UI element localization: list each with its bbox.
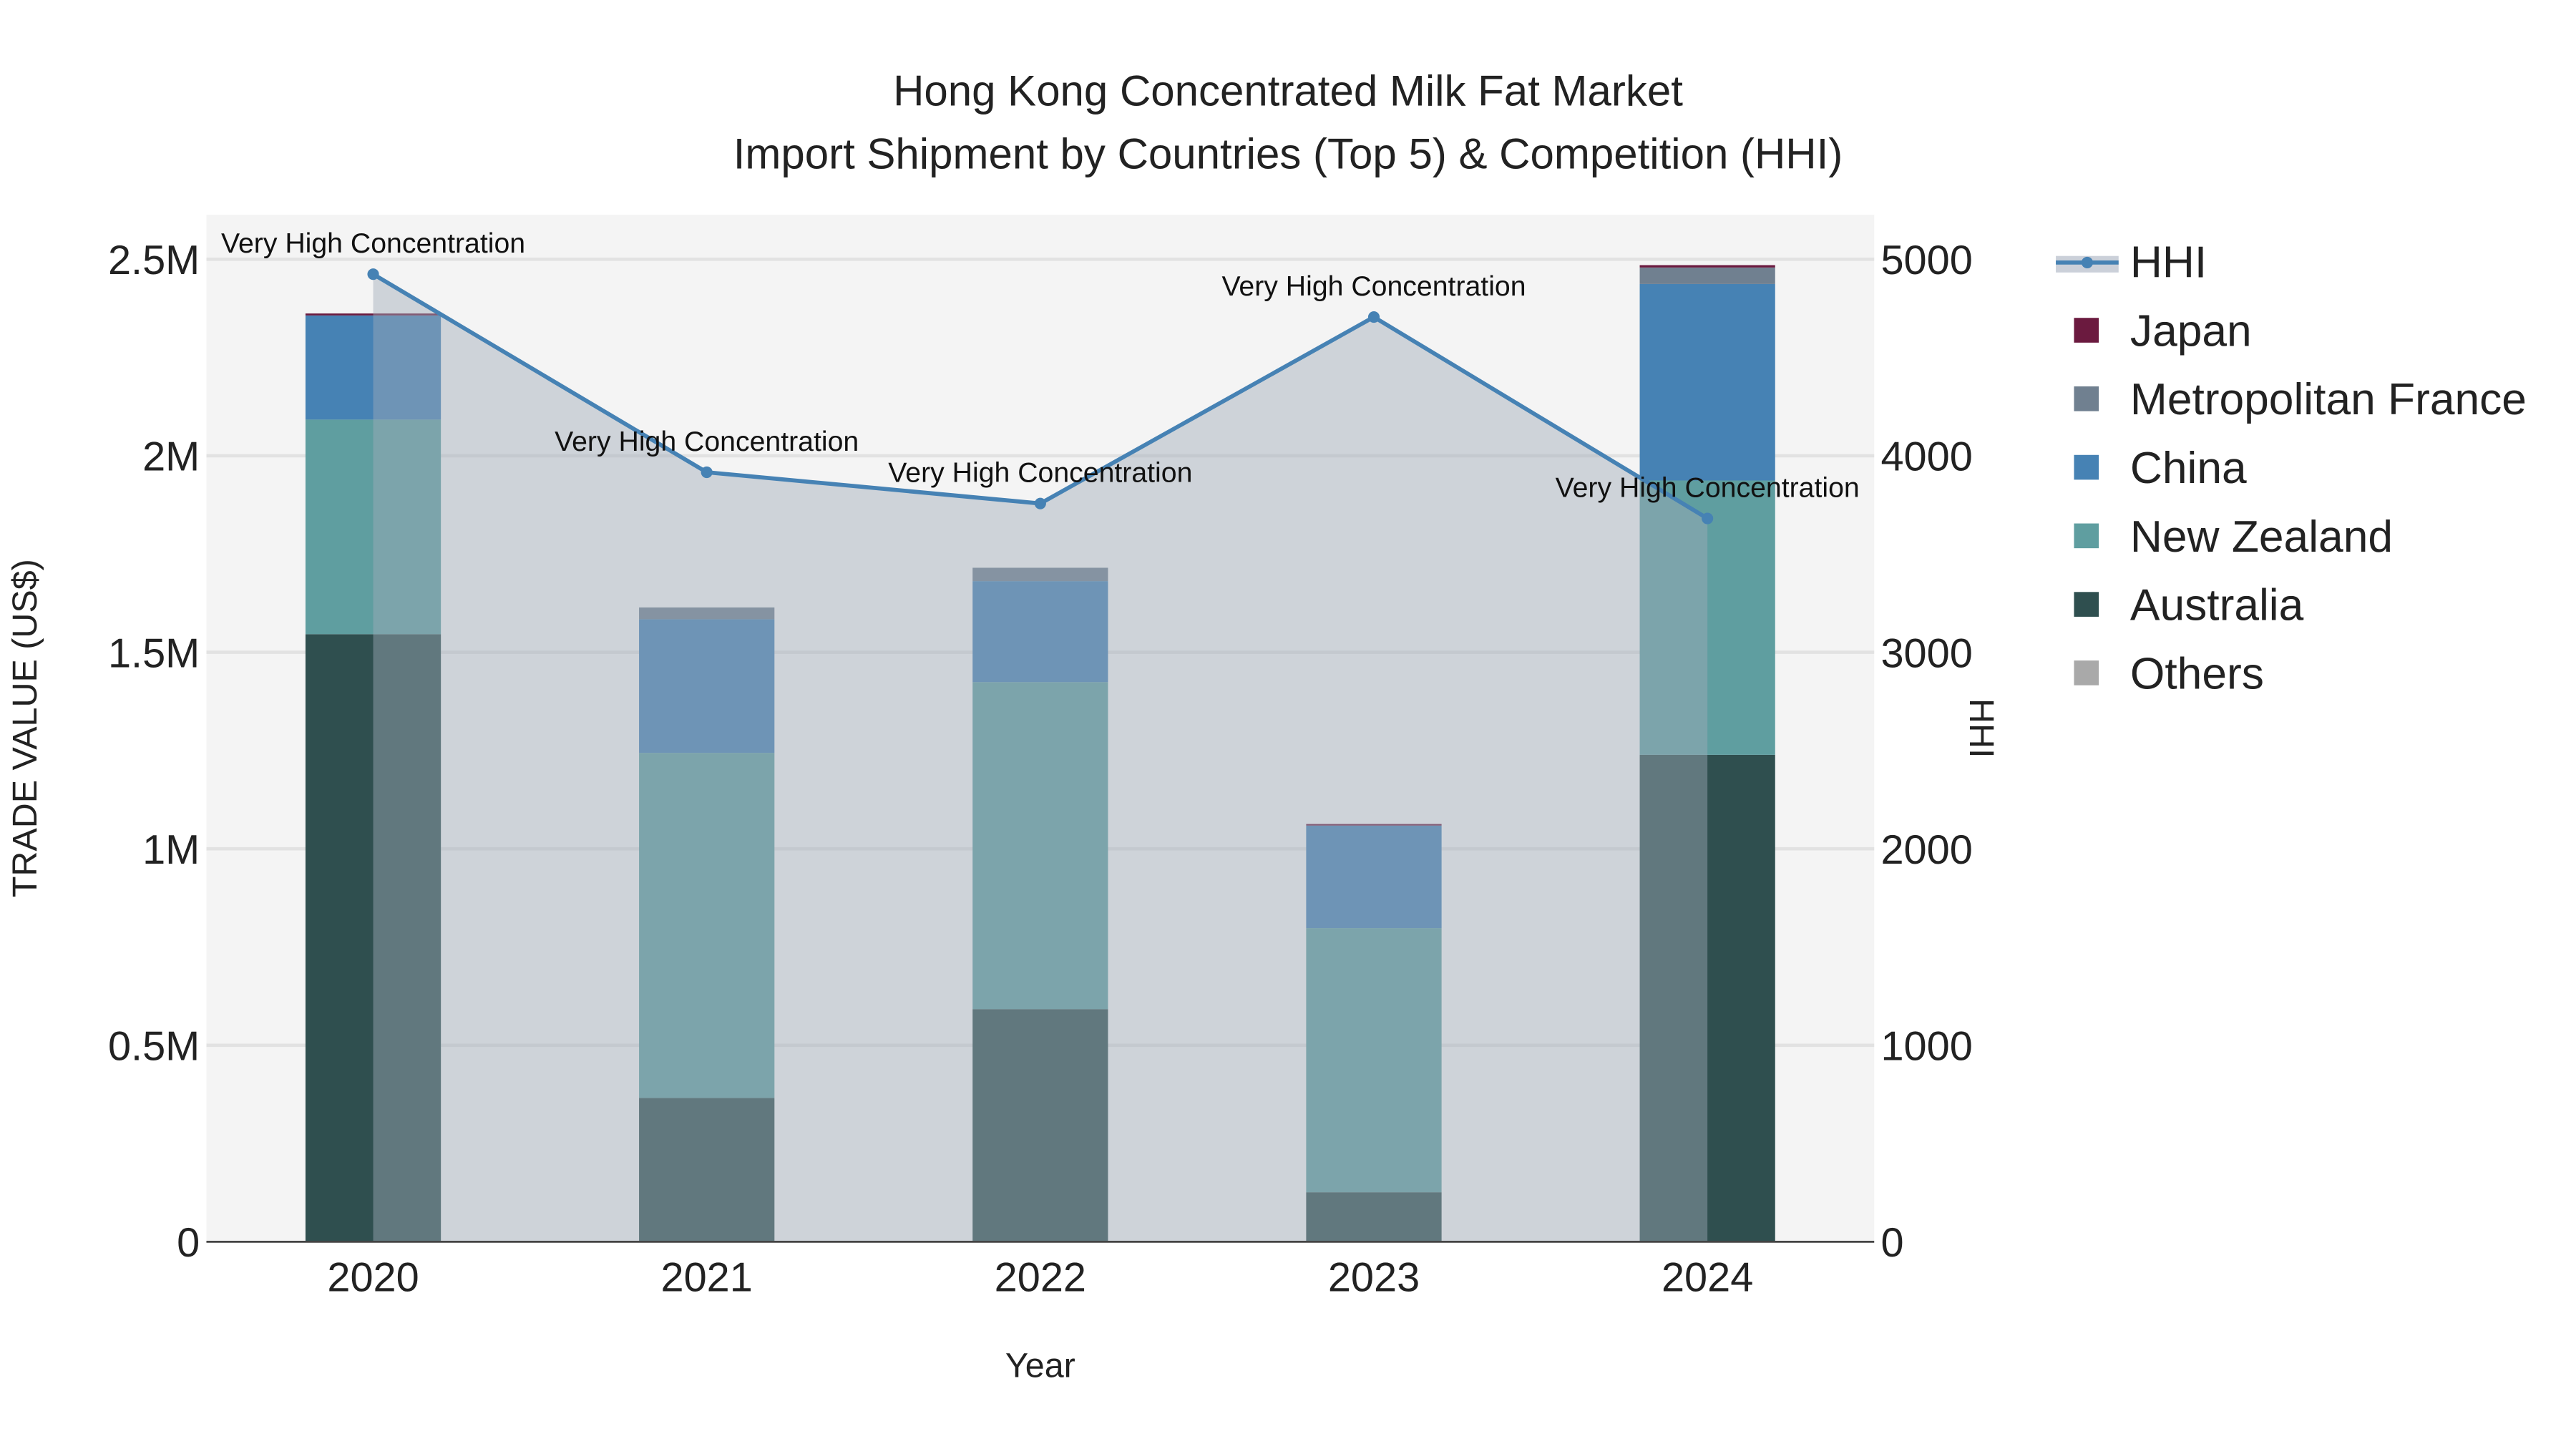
legend-swatch xyxy=(2074,386,2099,411)
chart-title: Hong Kong Concentrated Milk Fat Market xyxy=(893,67,1683,115)
legend-label: Others xyxy=(2130,649,2264,698)
bar-metropolitan-france-2021 xyxy=(639,607,775,620)
legend-item-japan[interactable]: Japan xyxy=(2074,306,2252,356)
x-tick-label: 2023 xyxy=(1328,1255,1420,1301)
bar-australia-2020 xyxy=(305,634,441,1242)
legend-item-australia[interactable]: Australia xyxy=(2074,581,2304,630)
bar-china-2024 xyxy=(1639,283,1775,481)
bar-australia-2021 xyxy=(639,1098,775,1242)
bar-new-zealand-2023 xyxy=(1306,928,1442,1193)
y-tick-label: 0 xyxy=(177,1220,200,1266)
bar-australia-2024 xyxy=(1639,754,1775,1242)
y-tick-label: 2.5M xyxy=(108,238,200,283)
bar-new-zealand-2020 xyxy=(305,419,441,635)
bar-new-zealand-2022 xyxy=(972,682,1108,1010)
hhi-point-2020 xyxy=(367,268,379,280)
legend-item-metropolitan-france[interactable]: Metropolitan France xyxy=(2074,375,2527,424)
legend-swatch xyxy=(2074,523,2099,549)
hhi-point-2022 xyxy=(1034,497,1046,509)
legend-item-others[interactable]: Others xyxy=(2074,649,2264,698)
hhi-point-2021 xyxy=(701,466,713,479)
y2-tick-label: 2000 xyxy=(1880,827,1972,873)
legend-label: Japan xyxy=(2130,306,2252,356)
y2-tick-label: 3000 xyxy=(1880,630,1972,676)
y-tick-label: 1M xyxy=(142,827,200,873)
bar-new-zealand-2024 xyxy=(1639,480,1775,755)
legend-item-new-zealand[interactable]: New Zealand xyxy=(2074,512,2393,562)
hhi-annotation: Very High Concentration xyxy=(555,426,859,457)
y2-axis-label: HHI xyxy=(1962,698,2001,758)
x-tick-label: 2024 xyxy=(1662,1255,1753,1301)
bar-japan-2024 xyxy=(1639,265,1775,268)
y2-tick-label: 4000 xyxy=(1880,434,1972,480)
x-axis-label: Year xyxy=(1005,1347,1075,1385)
hhi-annotation: Very High Concentration xyxy=(1556,472,1860,504)
bar-china-2023 xyxy=(1306,825,1442,929)
bar-australia-2023 xyxy=(1306,1192,1442,1242)
x-tick-label: 2020 xyxy=(327,1255,419,1301)
y2-tick-label: 5000 xyxy=(1880,238,1972,283)
legend-item-hhi[interactable]: HHI xyxy=(2056,238,2207,288)
x-tick-label: 2022 xyxy=(995,1255,1086,1301)
hhi-point-2023 xyxy=(1367,311,1380,323)
legend-label: Australia xyxy=(2130,581,2304,630)
y-axis-label: TRADE VALUE (US$) xyxy=(6,559,44,897)
y-tick-label: 2M xyxy=(142,434,200,480)
bar-australia-2022 xyxy=(972,1009,1108,1242)
x-tick-label: 2021 xyxy=(661,1255,753,1301)
bar-japan-2023 xyxy=(1306,824,1442,826)
legend-label: HHI xyxy=(2130,238,2207,288)
y-tick-label: 0.5M xyxy=(108,1024,200,1070)
bar-china-2020 xyxy=(305,315,441,420)
hhi-annotation: Very High Concentration xyxy=(221,228,525,259)
bar-metropolitan-france-2022 xyxy=(972,567,1108,582)
bar-japan-2020 xyxy=(305,313,441,316)
y2-tick-label: 0 xyxy=(1880,1220,1903,1266)
chart-subtitle: Import Shipment by Countries (Top 5) & C… xyxy=(733,130,1843,177)
legend-label: New Zealand xyxy=(2130,512,2393,562)
hhi-point-2024 xyxy=(1702,512,1714,525)
legend-swatch xyxy=(2074,454,2099,480)
hhi-annotation: Very High Concentration xyxy=(888,457,1192,489)
y-tick-label: 1.5M xyxy=(108,630,200,676)
legend-label: Metropolitan France xyxy=(2130,375,2527,424)
legend-swatch xyxy=(2074,660,2099,686)
bar-china-2021 xyxy=(639,619,775,753)
legend-marker xyxy=(2081,256,2093,268)
bar-metropolitan-france-2024 xyxy=(1639,267,1775,284)
legend-swatch xyxy=(2074,318,2099,343)
hhi-area xyxy=(373,274,1708,1242)
legend-label: China xyxy=(2130,444,2247,493)
bar-china-2022 xyxy=(972,581,1108,683)
legend-item-china[interactable]: China xyxy=(2074,444,2247,493)
y2-tick-label: 1000 xyxy=(1880,1024,1972,1070)
bar-new-zealand-2021 xyxy=(639,753,775,1098)
legend-swatch xyxy=(2074,592,2099,617)
hhi-annotation: Very High Concentration xyxy=(1221,270,1526,302)
